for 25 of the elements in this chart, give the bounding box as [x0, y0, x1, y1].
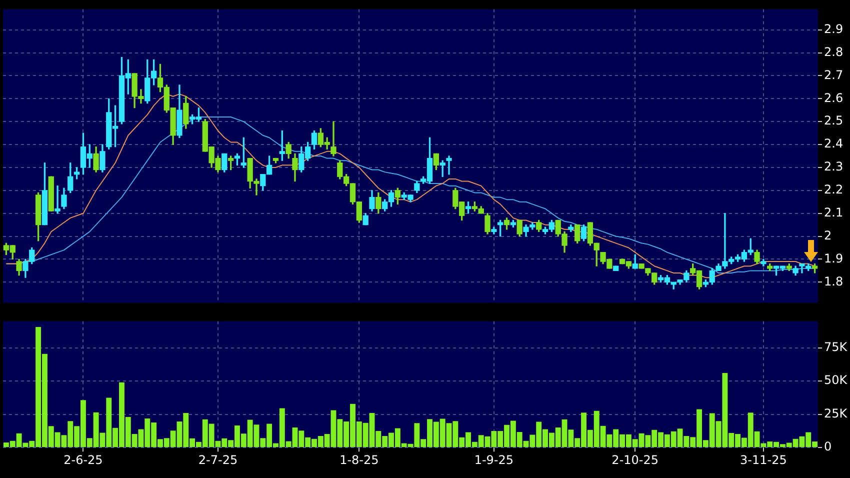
x-tick-label: 2-10-25: [612, 452, 659, 467]
y-tick-label: 0: [824, 440, 832, 454]
y-tick-label: 2.9: [824, 22, 844, 36]
y-tick-label: 2.1: [824, 205, 844, 220]
y-tick-label: 2.2: [824, 182, 844, 197]
y-tick-label: 50K: [824, 373, 848, 388]
candlestick: [330, 121, 336, 156]
y-tick-label: 1.8: [824, 274, 844, 288]
x-tick-label: 2-6-25: [64, 452, 103, 467]
x-tick-label: 1-8-25: [340, 452, 379, 467]
y-tick-label: 2.6: [824, 90, 844, 105]
y-tick-label: 1.9: [824, 251, 844, 266]
y-tick-label: 2.8: [824, 44, 844, 59]
y-tick-label: 25K: [824, 406, 848, 420]
y-tick-label: 2.3: [824, 160, 844, 174]
y-tick-label: 2.4: [824, 136, 844, 151]
y-tick-label: 75K: [824, 340, 848, 354]
y-tick-label: 2.5: [824, 114, 844, 128]
candlestick: [446, 156, 452, 175]
x-tick-label: 3-11-25: [740, 452, 787, 467]
y-tick-label: 2.7: [824, 68, 844, 82]
y-tick-label: 2: [824, 228, 832, 242]
x-tick-label: 2-7-25: [198, 452, 238, 467]
x-tick-label: 1-9-25: [474, 452, 514, 467]
candlestick: [54, 185, 60, 214]
